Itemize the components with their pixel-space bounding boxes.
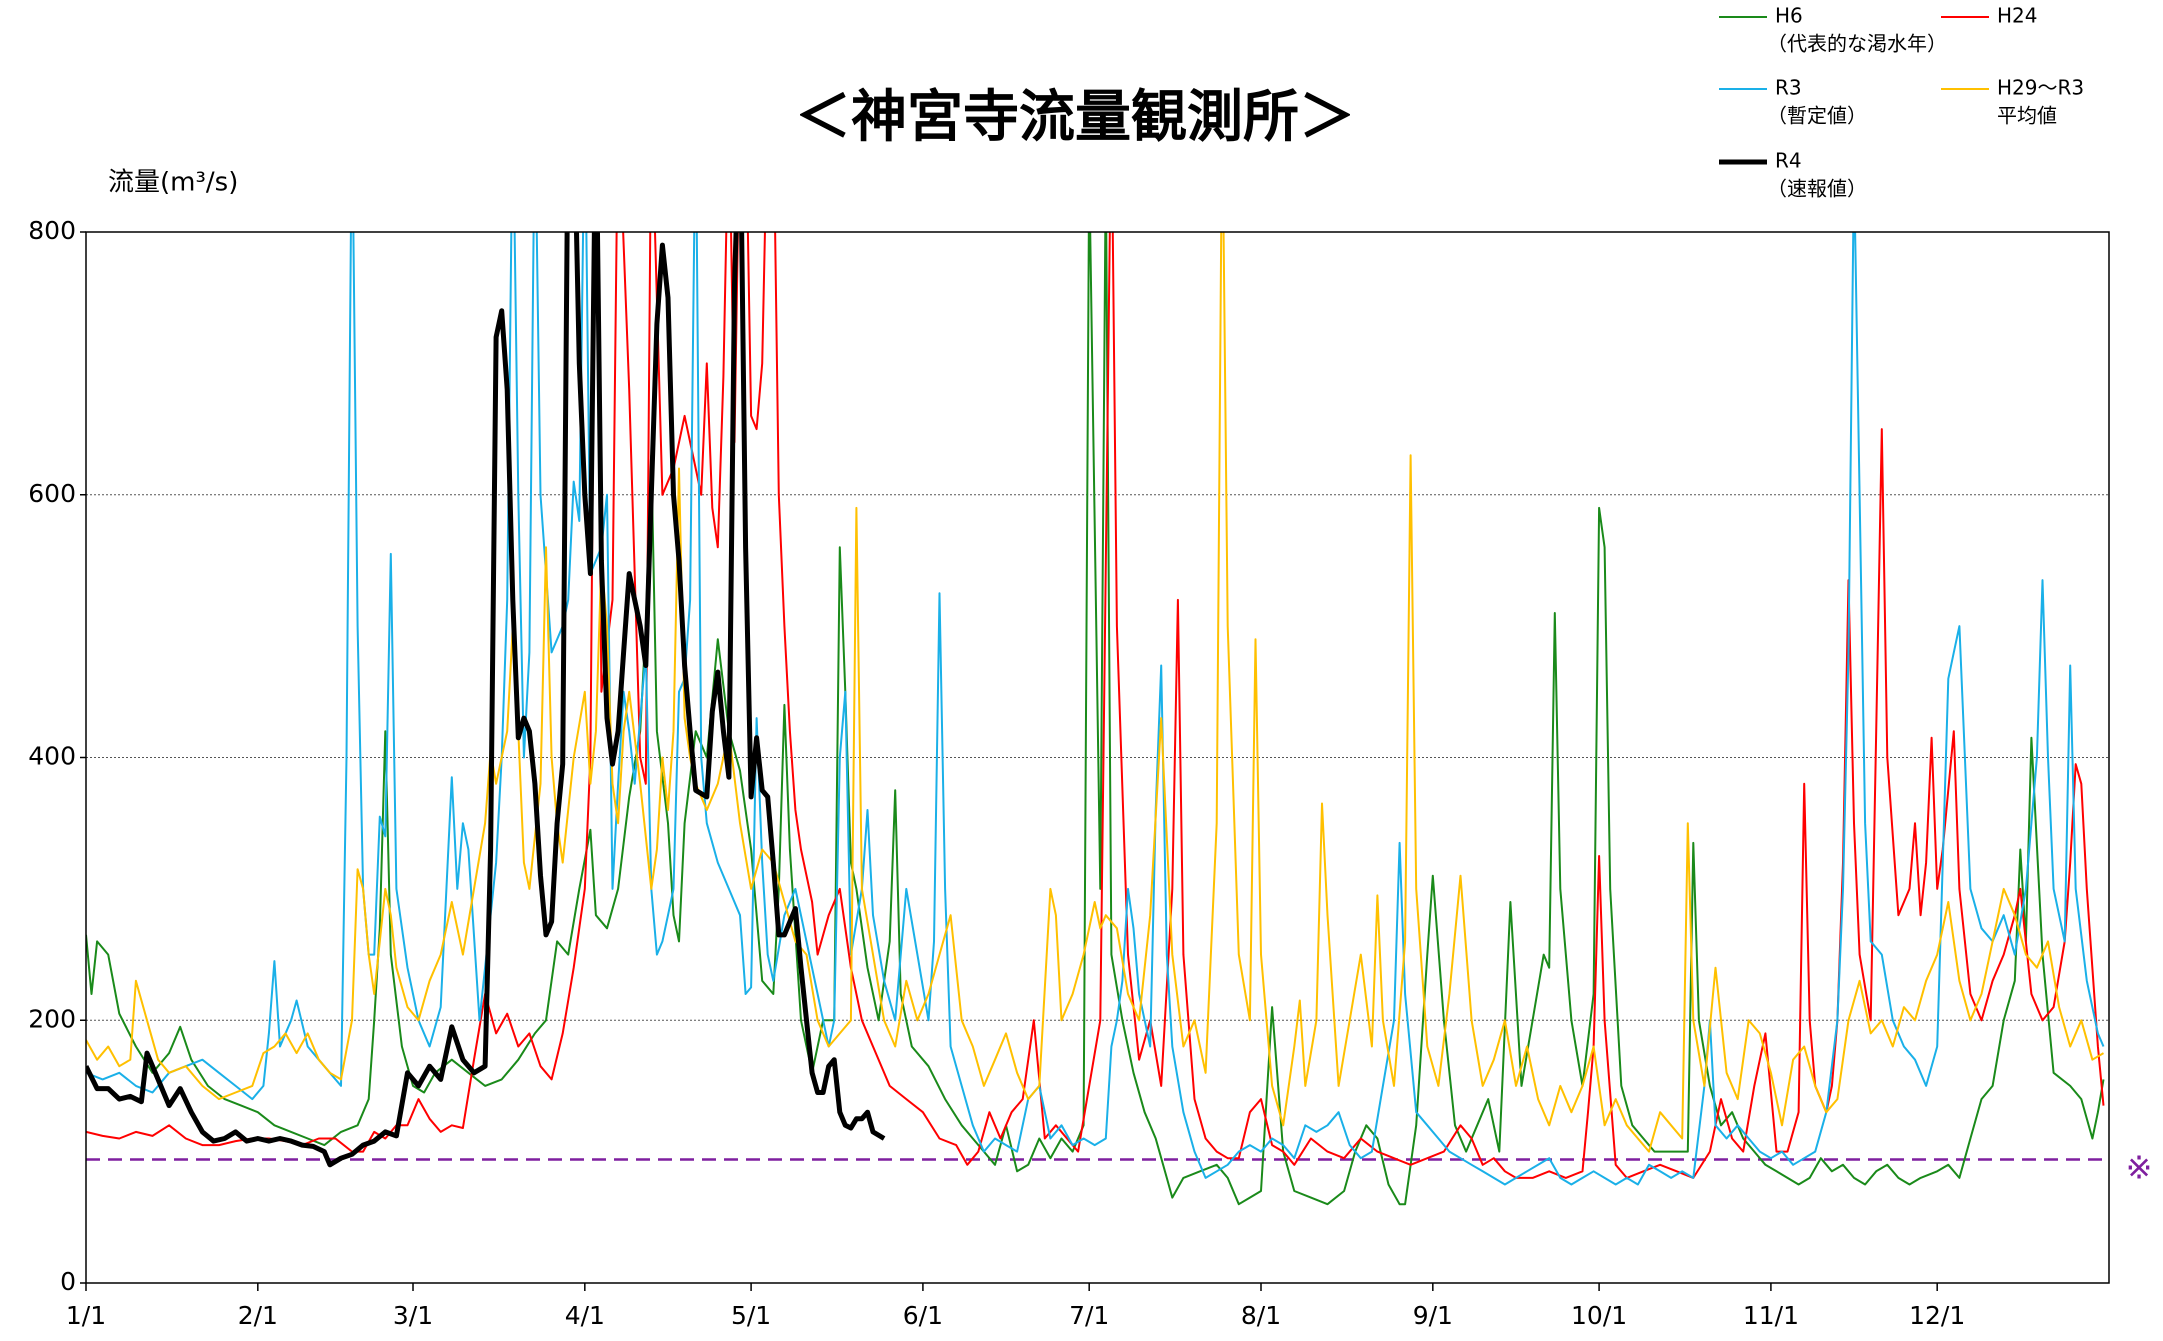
y-axis-label: 流量(m³/s) [108, 168, 238, 198]
x-tick-label: 2/1 [238, 1301, 278, 1330]
x-tick-label: 12/1 [1909, 1301, 1965, 1330]
legend-note: （暫定値） [1767, 104, 1867, 128]
y-tick-label: 200 [28, 1004, 76, 1033]
x-tick-label: 11/1 [1743, 1301, 1799, 1330]
series-line [86, 232, 886, 1168]
x-tick-label: 1/1 [66, 1301, 106, 1330]
x-tick-label: 7/1 [1069, 1301, 1109, 1330]
x-tick-label: 9/1 [1413, 1301, 1453, 1330]
x-tick-label: 5/1 [731, 1301, 771, 1330]
series-line [86, 232, 2105, 1206]
legend-note: （速報値） [1767, 177, 1867, 201]
legend-label: R4 [1775, 149, 1802, 173]
legend-note: 平均値 [1997, 104, 2057, 128]
y-tick-label: 800 [28, 216, 76, 245]
threshold-label: ※ [2126, 1149, 2153, 1187]
series-line [86, 232, 2105, 1153]
chart-title: ＜神宮寺流量観測所＞ [795, 85, 1355, 150]
y-tick-label: 0 [60, 1267, 76, 1296]
plot-frame [85, 231, 2110, 1284]
x-tick-label: 3/1 [393, 1301, 433, 1330]
x-tick-label: 6/1 [903, 1301, 943, 1330]
y-tick-label: 400 [28, 742, 76, 771]
y-tick-label: 600 [28, 479, 76, 508]
x-tick-label: 4/1 [565, 1301, 605, 1330]
legend-label: H29～R3 [1997, 76, 2084, 100]
x-tick-label: 10/1 [1571, 1301, 1627, 1330]
x-tick-label: 8/1 [1241, 1301, 1281, 1330]
series-group [86, 232, 2105, 1206]
legend-label: H6 [1775, 4, 1803, 28]
legend-label: R3 [1775, 76, 1802, 100]
legend-note: （代表的な渇水年） [1767, 32, 1947, 56]
legend-label: H24 [1997, 4, 2038, 28]
